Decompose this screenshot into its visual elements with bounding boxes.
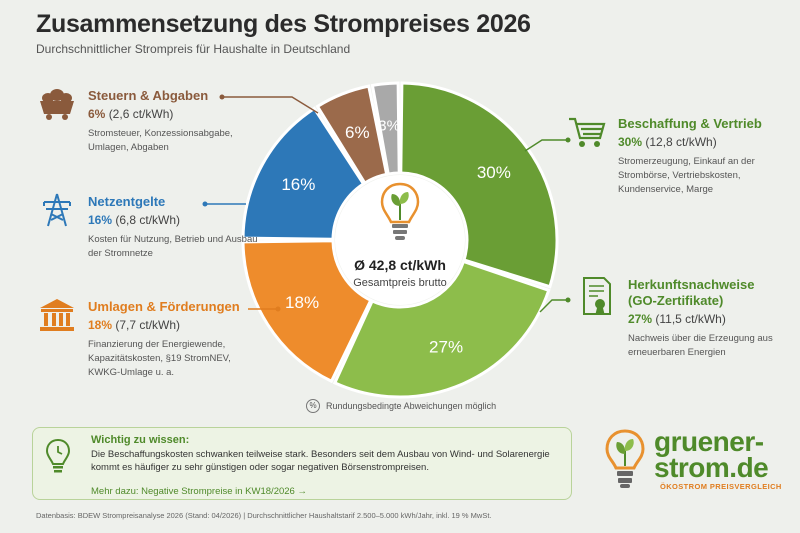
connector-dot-beschaffung: [565, 137, 571, 143]
lightbulb-leaf-icon: [380, 182, 420, 240]
donut-segment-steuern: [315, 84, 389, 186]
callout-beschaffung: Beschaffung & Vertrieb 30% (12,8 ct/kWh)…: [569, 116, 778, 197]
connector-dot-netz: [202, 201, 208, 207]
page-title: Zusammensetzung des Strompreises 2026: [36, 10, 531, 38]
callout-title: Herkunftsnachweise (GO-Zertifikate): [628, 277, 755, 308]
shopping-cart-icon: [569, 117, 606, 147]
donut-label-beschaffung: 30%: [477, 163, 511, 182]
callout-title: Netzentgelte: [88, 194, 166, 209]
page-subtitle: Durchschnittlicher Strompreis für Hausha…: [36, 42, 351, 56]
connector-line-steuern: [222, 96, 319, 114]
center-price: Ø 42,8 ct/kWh: [354, 257, 446, 273]
callout-title: Umlagen & Förderungen: [88, 299, 240, 314]
connector-dot-herkunft: [565, 297, 571, 303]
center-label: Gesamtpreis brutto: [353, 277, 447, 289]
brand-line-1: gruener-: [654, 426, 764, 457]
donut-label-umlagen: 18%: [285, 293, 319, 312]
callout-percent: 30%: [618, 135, 643, 149]
donut-segment-umlagen: [241, 239, 373, 384]
footer-source: Datenbasis: BDEW Strompreisanalyse 2026 …: [36, 511, 492, 520]
power-pylon-icon: [43, 193, 71, 227]
donut-label-netz: 16%: [281, 175, 315, 194]
callout-description: Nachweis über die Erzeugung aus erneuerb…: [628, 333, 773, 358]
info-box: Wichtig zu wissen: Die Beschaffungskoste…: [32, 427, 572, 500]
callout-description: Kosten für Nutzung, Betrieb und Ausbau d…: [88, 234, 258, 259]
rounding-note: % Rundungsbedingte Abweichungen möglich: [306, 399, 496, 413]
callout-description: Finanzierung der Energiewende, Kapazität…: [88, 339, 231, 378]
lightbulb-logo-icon: [605, 429, 645, 488]
callout-description: Stromerzeugung, Einkauf an der Strombörs…: [618, 156, 755, 195]
government-building-icon: [40, 299, 74, 331]
connector-dot-umlagen: [275, 306, 281, 312]
callout-title: Beschaffung & Vertrieb: [618, 116, 762, 131]
donut-segment-rest: [370, 81, 401, 176]
callout-percent: 27%: [628, 312, 653, 326]
callout-percent: 16%: [88, 213, 113, 227]
callout-percent: 6%: [88, 107, 106, 121]
connector-dot-steuern: [219, 94, 225, 100]
percent-icon: %: [306, 399, 320, 413]
connector-line-beschaffung: [524, 139, 568, 152]
callout-ct: (12,8 ct/kWh): [645, 135, 717, 149]
coal-cart-icon: [40, 89, 74, 120]
connector-line-herkunft: [539, 299, 568, 313]
brand-logo[interactable]: gruener- strom.de ÖKOSTROM PREISVERGLEIC…: [604, 428, 789, 492]
callout-umlagen: Umlagen & Förderungen 18% (7,7 ct/kWh) F…: [40, 299, 263, 380]
donut-segment-beschaffung: [399, 81, 559, 289]
donut-segment-netz: [241, 106, 366, 241]
brand-tagline: ÖKOSTROM PREISVERGLEICH: [660, 482, 782, 491]
callout-ct: (11,5 ct/kWh): [655, 312, 726, 326]
donut-label-steuern: 6%: [345, 123, 370, 142]
donut-label-herkunft: 27%: [429, 337, 463, 356]
callout-steuern: Steuern & Abgaben 6% (2,6 ct/kWh) Stroms…: [40, 88, 263, 155]
lightbulb-clock-icon: [45, 438, 71, 473]
callout-percent: 18%: [88, 318, 113, 332]
callout-description: Stromsteuer, Konzessionsabgabe, Umlagen,…: [88, 128, 233, 153]
info-text: Die Beschaffungskosten schwanken teilwei…: [91, 449, 550, 473]
rounding-note-text: Rundungsbedingte Abweichungen möglich: [326, 401, 497, 411]
callout-ct: (7,7 ct/kWh): [115, 318, 181, 332]
callout-ct: (2,6 ct/kWh): [108, 107, 174, 121]
certificate-icon: [583, 277, 611, 315]
callout-herkunftsnachweise: Herkunftsnachweise (GO-Zertifikate) 27% …: [583, 277, 778, 360]
donut-segment-herkunft: [332, 259, 551, 399]
callout-title: Steuern & Abgaben: [88, 88, 209, 103]
info-heading: Wichtig zu wissen:: [91, 434, 190, 446]
callout-netzentgelte: Netzentgelte 16% (6,8 ct/kWh) Kosten für…: [43, 193, 263, 261]
info-link[interactable]: Mehr dazu: Negative Strompreise in KW18/…: [91, 486, 307, 497]
callout-ct: (6,8 ct/kWh): [115, 213, 181, 227]
brand-line-2: strom.de: [654, 452, 769, 483]
donut-label-rest: 3%: [378, 118, 400, 135]
